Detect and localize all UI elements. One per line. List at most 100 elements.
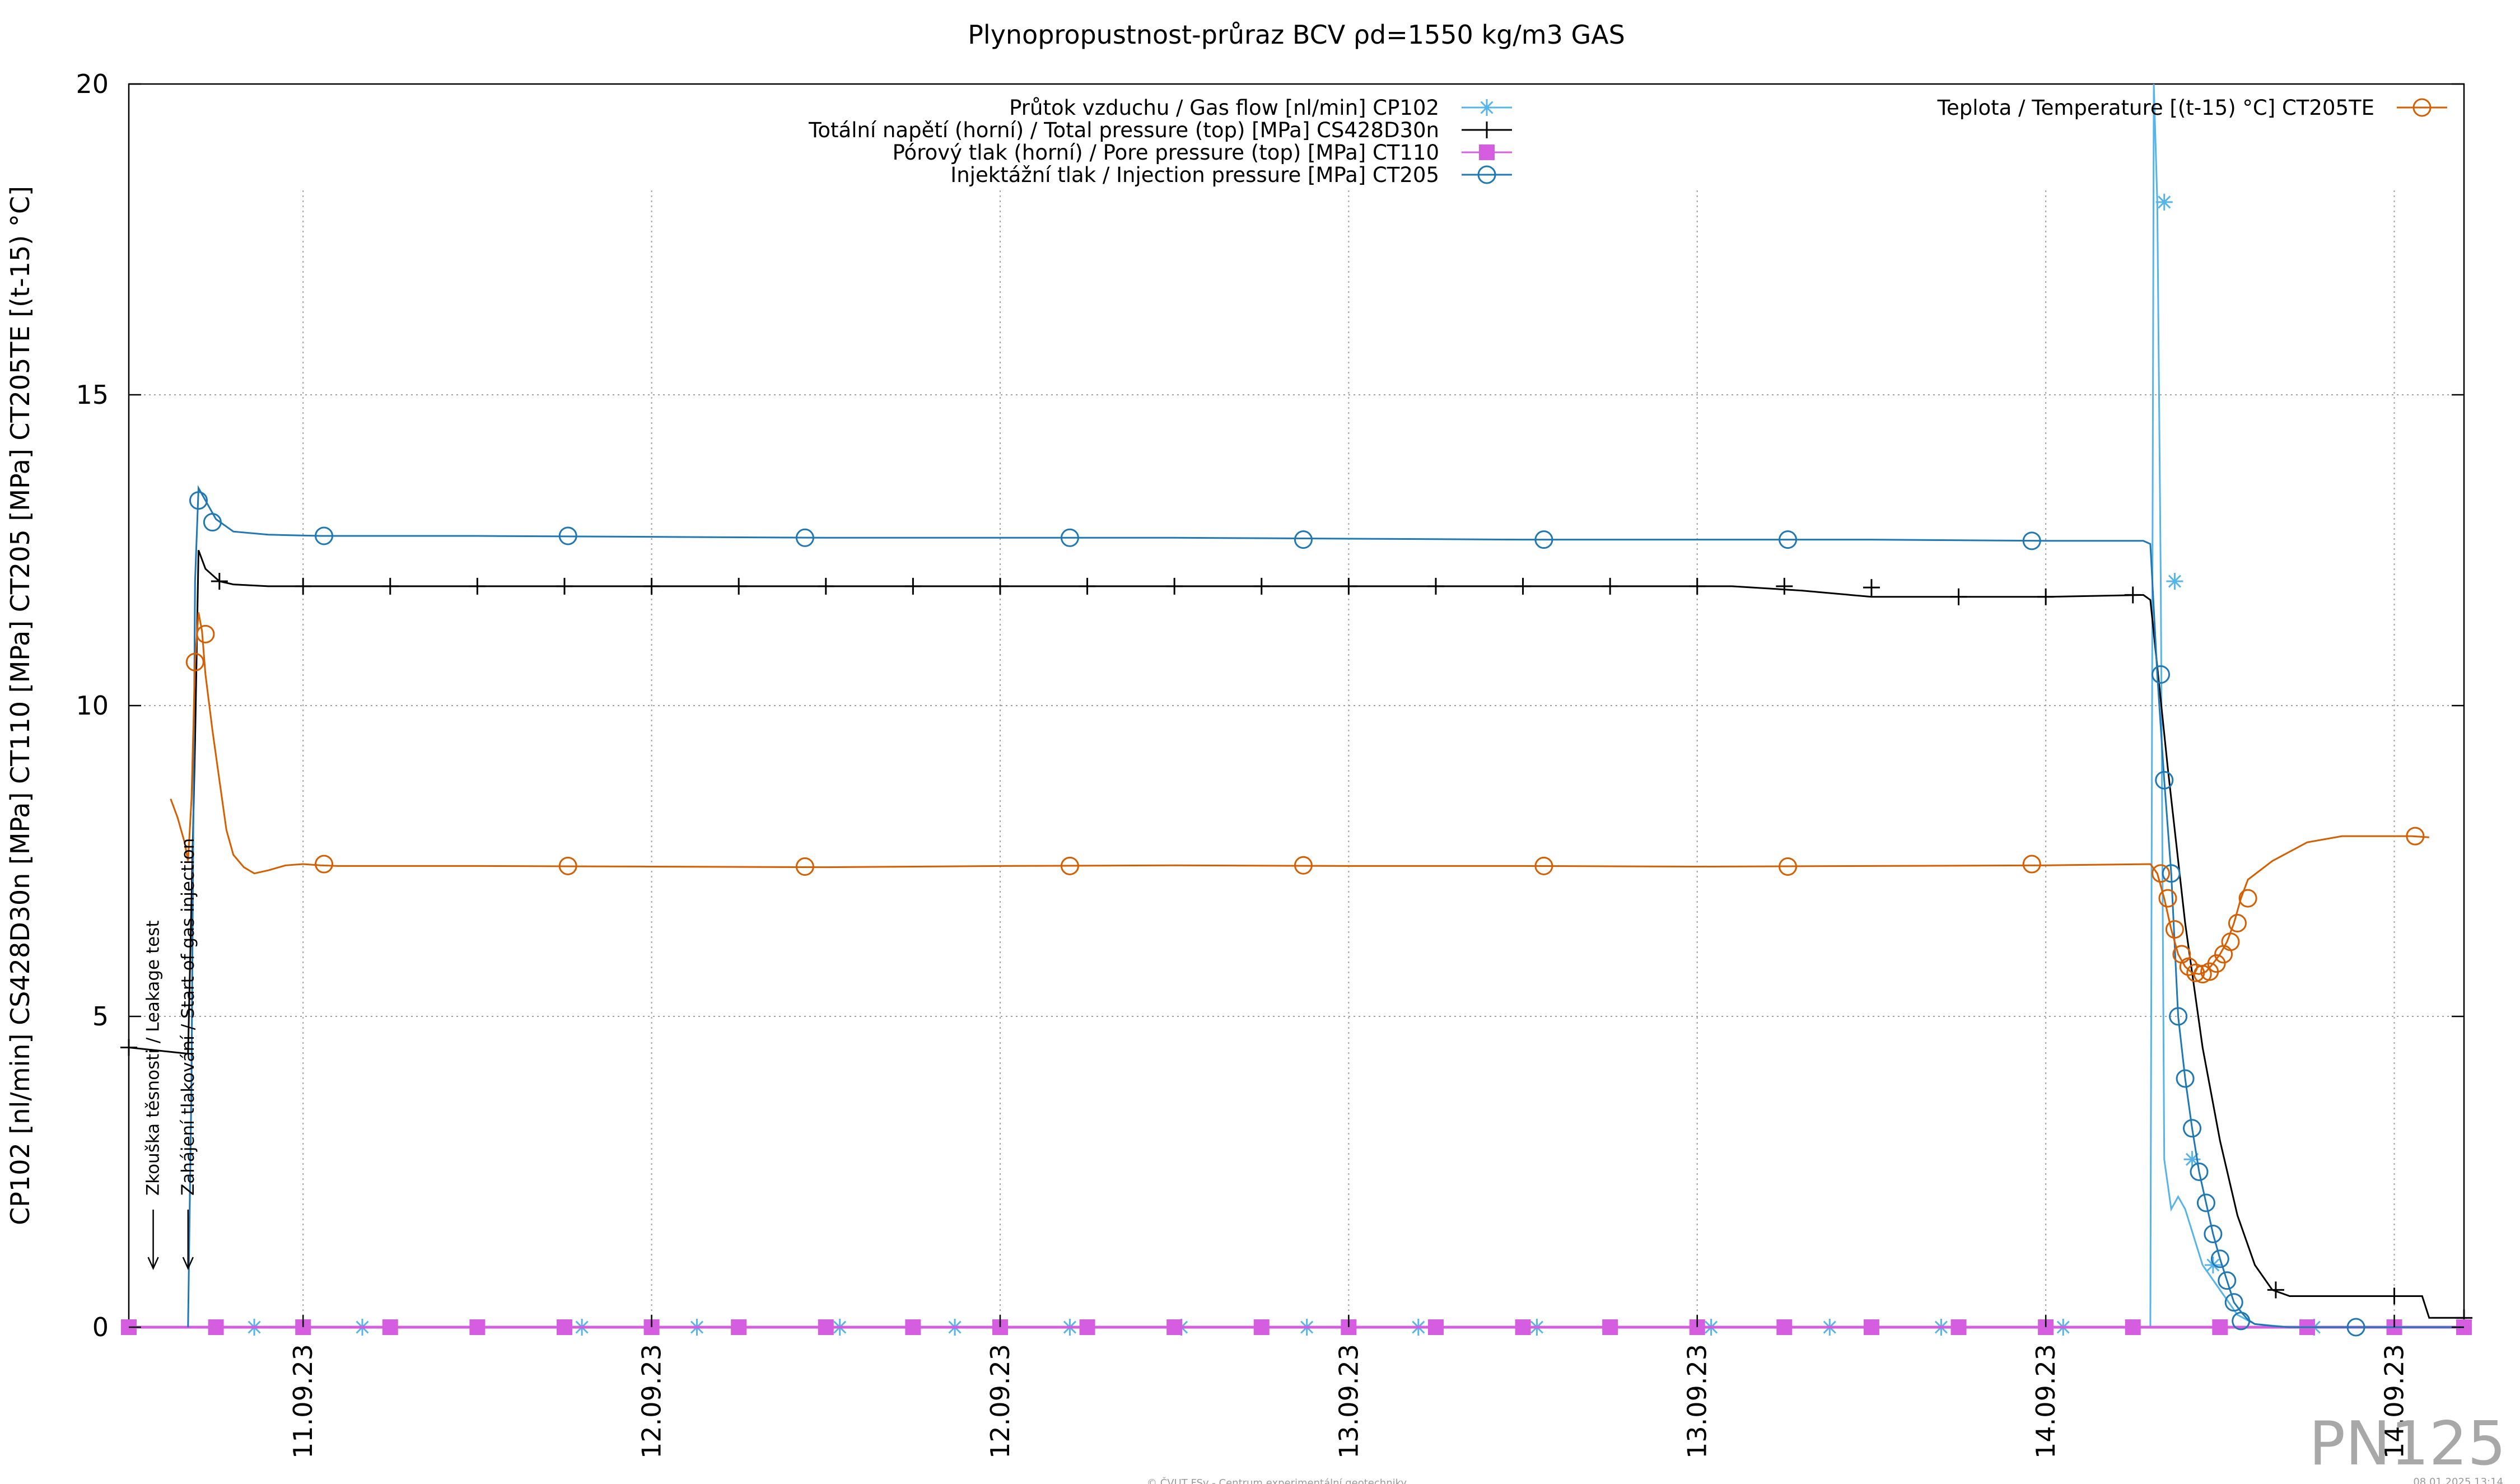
series-3-marker	[2224, 1293, 2243, 1312]
series-1-marker	[2124, 586, 2141, 604]
series-3-marker	[2232, 1312, 2251, 1331]
series-2-marker	[1602, 1319, 1618, 1335]
series-1-marker	[817, 577, 834, 595]
series-3-marker	[2196, 1193, 2215, 1212]
series-4-marker	[795, 857, 814, 876]
series-4-marker	[2221, 932, 2240, 951]
series-4-marker	[185, 652, 204, 671]
series-2-marker	[208, 1319, 224, 1335]
y-tick-label: 10	[76, 690, 109, 721]
series-3-marker	[2155, 771, 2174, 790]
series-0-marker	[2166, 573, 2183, 590]
watermark: PN125	[2309, 1409, 2506, 1479]
legend-swatch-marker	[1479, 144, 1495, 160]
series-1-marker	[1340, 577, 1357, 595]
series-3-marker	[2176, 1069, 2195, 1088]
series-1-marker	[1166, 577, 1183, 595]
series-2-marker	[1863, 1319, 1879, 1335]
y-tick-label: 5	[92, 1001, 109, 1032]
series-2-marker	[1166, 1319, 1183, 1335]
series-3-marker	[315, 526, 334, 545]
series-4-marker	[558, 856, 577, 875]
series-3-marker	[2022, 531, 2041, 550]
series-3-marker	[2190, 1163, 2209, 1181]
series-4-marker	[2022, 855, 2041, 874]
annotation-layer: Zkouška těsnosti / Leakage test Zahájení …	[143, 838, 198, 1271]
series-1-marker	[120, 1039, 137, 1056]
series-2-marker	[731, 1319, 747, 1335]
series-4-marker	[315, 855, 334, 874]
series-3-marker	[558, 526, 577, 545]
series-2-marker	[2125, 1319, 2141, 1335]
legend-label: Průtok vzduchu / Gas flow [nl/min] CP102	[1009, 96, 1439, 120]
series-4-marker	[2238, 889, 2257, 908]
series-line-0	[129, 83, 2464, 1328]
series-4-marker	[2186, 963, 2205, 982]
x-tick-label: 12.09.23	[637, 1344, 667, 1459]
series-1-marker	[2267, 1281, 2284, 1299]
series-1-marker	[556, 577, 573, 595]
series-line-1	[128, 549, 2464, 1319]
series-1-marker	[1863, 579, 1880, 596]
series-4-marker	[1534, 856, 1553, 875]
series-3-marker	[795, 528, 814, 547]
series-1-marker	[1776, 577, 1793, 595]
series-1-marker	[991, 577, 1009, 595]
series-1-marker	[469, 577, 486, 595]
series-3-marker	[2169, 1007, 2188, 1026]
series-2-marker	[556, 1319, 572, 1335]
legend-label: Teplota / Temperature [(t-15) °C] CT205T…	[1937, 96, 2374, 120]
series-2-marker	[1950, 1319, 1967, 1335]
plot-frame	[128, 83, 2465, 1328]
series-2-marker	[382, 1319, 398, 1335]
x-tick-label: 12.09.23	[985, 1344, 1015, 1459]
series-3-marker	[1534, 530, 1553, 549]
annotation-arrowhead	[182, 1257, 194, 1271]
series-4-marker	[1060, 856, 1079, 875]
series-3-marker	[2218, 1271, 2237, 1290]
series-3-marker	[1294, 530, 1313, 549]
annotation-label: Zahájení tlakování / Start of gas inject…	[178, 838, 198, 1196]
series-1-marker	[1514, 577, 1532, 595]
y-axis-label: CP102 [nl/min] CS428D30n [MPa] CT110 [MP…	[5, 186, 35, 1225]
series-2-marker	[1776, 1319, 1793, 1335]
series-1-marker	[1602, 577, 1619, 595]
series-3-marker	[2162, 864, 2181, 883]
series-2-marker	[1515, 1319, 1531, 1335]
annotation-arrowhead	[147, 1257, 159, 1271]
series-1-marker	[295, 577, 312, 595]
series-1-marker	[2037, 588, 2055, 605]
series-3-marker	[189, 491, 208, 510]
footer-credit: © ČVUT FSv - Centrum experimentální geot…	[1147, 1477, 1407, 1484]
series-1-marker	[1427, 577, 1444, 595]
series-4-marker	[2207, 954, 2226, 973]
series-2-marker	[469, 1319, 486, 1335]
legend-swatch-marker	[1477, 165, 1496, 184]
series-2-marker	[1079, 1319, 1095, 1335]
legend-label: Totální napětí (horní) / Total pressure …	[808, 118, 1439, 142]
series-3-marker	[2346, 1318, 2365, 1337]
series-3-marker	[1779, 530, 1798, 549]
series-2-marker	[2212, 1319, 2228, 1335]
series-1-marker	[904, 577, 922, 595]
series-4-marker	[2179, 957, 2198, 976]
series-2-marker	[905, 1319, 921, 1335]
legend-swatch-marker	[1478, 99, 1495, 116]
series-1-marker	[1950, 588, 1967, 605]
x-tick-label: 14.09.23	[2379, 1344, 2410, 1459]
series-4-marker	[2158, 889, 2177, 908]
series-layer	[120, 83, 2472, 1337]
series-line-3	[187, 485, 2464, 1328]
y-tick-label: 0	[92, 1312, 109, 1342]
series-4-marker	[2228, 914, 2247, 932]
x-tick-label: 13.09.23	[1333, 1344, 1364, 1459]
series-3-marker	[2204, 1225, 2223, 1243]
axis-layer: 0 5 10 15 20 11.09.23 12.09.23 12.09.23 13.09.23…	[76, 69, 2464, 1459]
series-4-marker	[196, 624, 215, 643]
x-tick-label: 14.09.23	[2031, 1344, 2061, 1459]
series-3-marker	[2152, 665, 2171, 684]
series-3-marker	[1060, 528, 1079, 547]
series-1-marker	[2386, 1287, 2403, 1305]
series-line-4	[170, 612, 2429, 976]
